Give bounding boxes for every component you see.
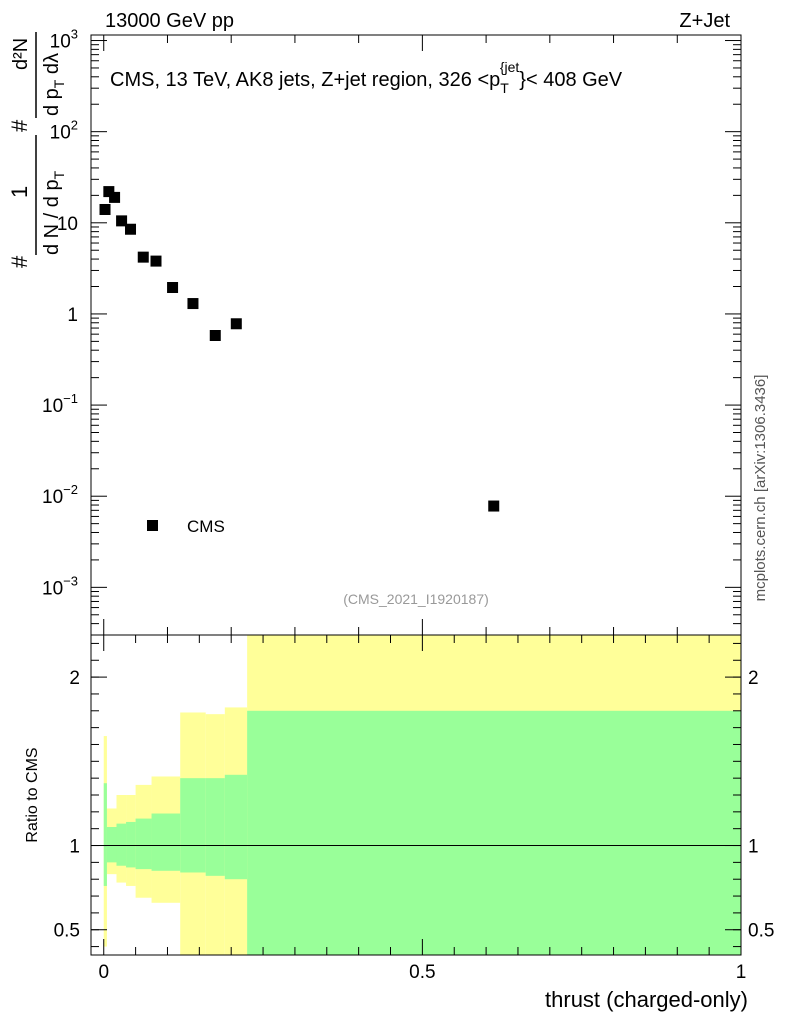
- ylabel-num-bottom: d pT dλ: [41, 53, 67, 116]
- data-point: [109, 191, 121, 203]
- ratio-band-inner: [126, 821, 136, 868]
- chart-title-suffix: }< 408 GeV: [519, 69, 623, 91]
- main-ytick-label: 10−1: [42, 391, 78, 417]
- ratio-ytick-label-right: 0.5: [748, 921, 774, 942]
- xlabel: thrust (charged-only): [545, 987, 748, 1012]
- ratio-ylabel: Ratio to CMS: [24, 747, 41, 842]
- data-point: [125, 223, 137, 235]
- chart-title-sub: T: [500, 80, 509, 96]
- legend-marker: [147, 520, 158, 531]
- legend: CMS: [147, 517, 225, 536]
- data-point: [103, 186, 115, 198]
- main-plot-area: [91, 35, 741, 635]
- ylabel-den: d N / d pT: [41, 170, 67, 255]
- data-point: [137, 251, 149, 263]
- main-ytick-label-base: 10: [57, 214, 78, 235]
- ratio-ticks: 0.5 0.51 12 20 0.5 1: [54, 635, 774, 983]
- ylabel-one: 1: [7, 186, 32, 198]
- ratio-band-inner: [151, 813, 181, 871]
- main-ytick-label: 10−3: [42, 573, 78, 599]
- ylabel-num-bottom-tail: dλ: [41, 53, 63, 80]
- chart-title: CMS, 13 TeV, AK8 jets, Z+jet region, 326…: [110, 59, 623, 96]
- watermark: mcplots.cern.ch [arXiv:1306.3436]: [752, 375, 769, 602]
- ylabel-num-bottom-text: d p: [41, 88, 63, 116]
- data-point: [209, 329, 221, 341]
- main-ytick-label: 1: [67, 305, 78, 326]
- ratio-band-inner: [224, 774, 248, 880]
- main-ylabel: # 1 d N / d pT # d²N d pT dλ: [7, 32, 67, 268]
- ratio-band-inner: [247, 710, 742, 955]
- main-ytick-label: 10−2: [42, 482, 78, 508]
- ylabel-den-sub: T: [51, 170, 67, 179]
- data-point: [488, 500, 500, 512]
- main-ytick-label-base: 10: [42, 578, 63, 599]
- main-ytick-label-base: 10: [42, 487, 63, 508]
- ratio-band-inner: [180, 778, 206, 873]
- ratio-panel: 0.5 0.51 12 20 0.5 1 Ratio to CMS thrust (cha…: [24, 634, 774, 1012]
- ylabel-den-text: d N / d p: [41, 179, 63, 255]
- main-ytick-label: 102: [50, 118, 78, 144]
- main-ytick-label-base: 10: [50, 32, 71, 53]
- ratio-band-inner: [116, 823, 127, 866]
- ylabel-hash1: #: [7, 255, 32, 268]
- main-points: [99, 186, 500, 512]
- ratio-xtick-label: 1: [736, 962, 747, 983]
- header-left: 13000 GeV pp: [105, 10, 234, 32]
- data-point: [99, 203, 111, 215]
- main-ytick-label-exp: 2: [71, 118, 78, 133]
- main-ytick-label-base: 10: [50, 123, 71, 144]
- data-point: [230, 318, 242, 330]
- ylabel-num-top: d²N: [10, 38, 32, 70]
- ratio-frame: [90, 634, 742, 956]
- main-ytick-label-base: 1: [67, 305, 78, 326]
- ratio-ytick-label-right: 1: [748, 837, 759, 858]
- ylabel-hash2: #: [7, 119, 32, 132]
- ratio-bands: [103, 635, 742, 955]
- data-point: [167, 282, 179, 294]
- ylabel-num-bottom-sub: T: [51, 79, 67, 88]
- ratio-ytick-label-left: 2: [69, 668, 80, 689]
- main-ytick-label-exp: −3: [63, 573, 78, 588]
- data-point: [187, 298, 199, 310]
- legend-label: CMS: [187, 517, 225, 536]
- ratio-band-inner: [205, 778, 225, 876]
- data-point: [116, 215, 128, 227]
- ratio-xtick-label: 0: [98, 962, 109, 983]
- main-ytick-label-exp: −2: [63, 482, 78, 497]
- ratio-band-inner: [103, 783, 107, 886]
- ratio-ytick-label-left: 1: [69, 837, 80, 858]
- main-ytick-label-exp: 3: [71, 27, 78, 42]
- chart-title-prefix: CMS, 13 TeV, AK8 jets, Z+jet region, 326…: [110, 69, 500, 91]
- ratio-xtick-label: 0.5: [409, 962, 435, 983]
- chart-title-sup: {jet: [500, 59, 520, 75]
- ratio-band-inner: [135, 818, 152, 870]
- header-right: Z+Jet: [679, 10, 730, 32]
- ratio-ytick-label-left: 0.5: [54, 921, 80, 942]
- ratio-ytick-label-right: 2: [748, 668, 759, 689]
- main-ytick-label: 103: [50, 27, 78, 53]
- main-ytick-label-exp: −1: [63, 391, 78, 406]
- ratio-band-inner: [106, 827, 117, 863]
- main-ytick-label: 10: [57, 214, 78, 235]
- data-point: [150, 255, 162, 267]
- analysis-id: (CMS_2021_I1920187): [343, 591, 489, 607]
- main-ytick-label-base: 10: [42, 396, 63, 417]
